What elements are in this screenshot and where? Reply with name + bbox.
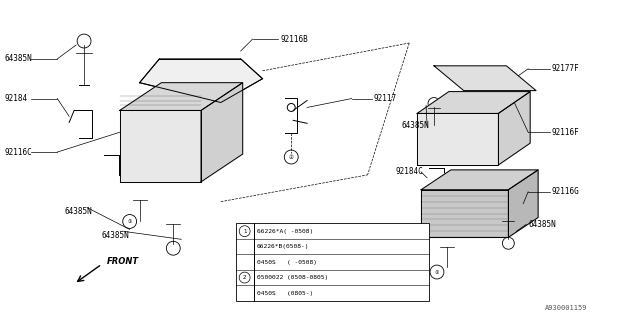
Polygon shape (417, 113, 499, 165)
Polygon shape (120, 110, 201, 182)
Text: 92116F: 92116F (552, 128, 580, 137)
Polygon shape (417, 92, 530, 113)
Polygon shape (120, 83, 243, 110)
Text: 66226*B(0508-): 66226*B(0508-) (257, 244, 309, 249)
Text: 64385N: 64385N (528, 220, 556, 229)
Text: 92116G: 92116G (552, 187, 580, 196)
Text: 92116C: 92116C (4, 148, 33, 156)
Polygon shape (421, 170, 538, 190)
Text: 64385N: 64385N (401, 121, 429, 130)
Polygon shape (434, 66, 536, 91)
Text: FRONT: FRONT (107, 257, 139, 266)
Text: 92177F: 92177F (552, 64, 580, 73)
Text: 64385N: 64385N (4, 54, 33, 63)
Text: 0450S   (0805-): 0450S (0805-) (257, 291, 313, 296)
FancyBboxPatch shape (236, 223, 429, 301)
Text: 2: 2 (243, 275, 246, 280)
Text: 92184: 92184 (4, 94, 28, 103)
Text: 1: 1 (243, 229, 246, 234)
Text: ①: ① (435, 269, 439, 275)
Text: A930001159: A930001159 (545, 305, 588, 311)
Polygon shape (508, 170, 538, 237)
Text: 0500022 (0508-0805): 0500022 (0508-0805) (257, 275, 328, 280)
Text: 64385N: 64385N (102, 231, 130, 240)
Text: 92184C: 92184C (396, 167, 423, 176)
Polygon shape (140, 59, 262, 102)
Polygon shape (201, 83, 243, 182)
Polygon shape (421, 190, 508, 237)
Text: ①: ① (127, 219, 132, 224)
Text: 92116B: 92116B (280, 35, 308, 44)
Text: 64385N: 64385N (64, 207, 92, 216)
Text: 92117: 92117 (374, 94, 397, 103)
Text: 0450S   ( -0508): 0450S ( -0508) (257, 260, 317, 265)
Text: ②: ② (289, 155, 294, 160)
Text: 66226*A( -0508): 66226*A( -0508) (257, 229, 313, 234)
Polygon shape (499, 92, 530, 165)
